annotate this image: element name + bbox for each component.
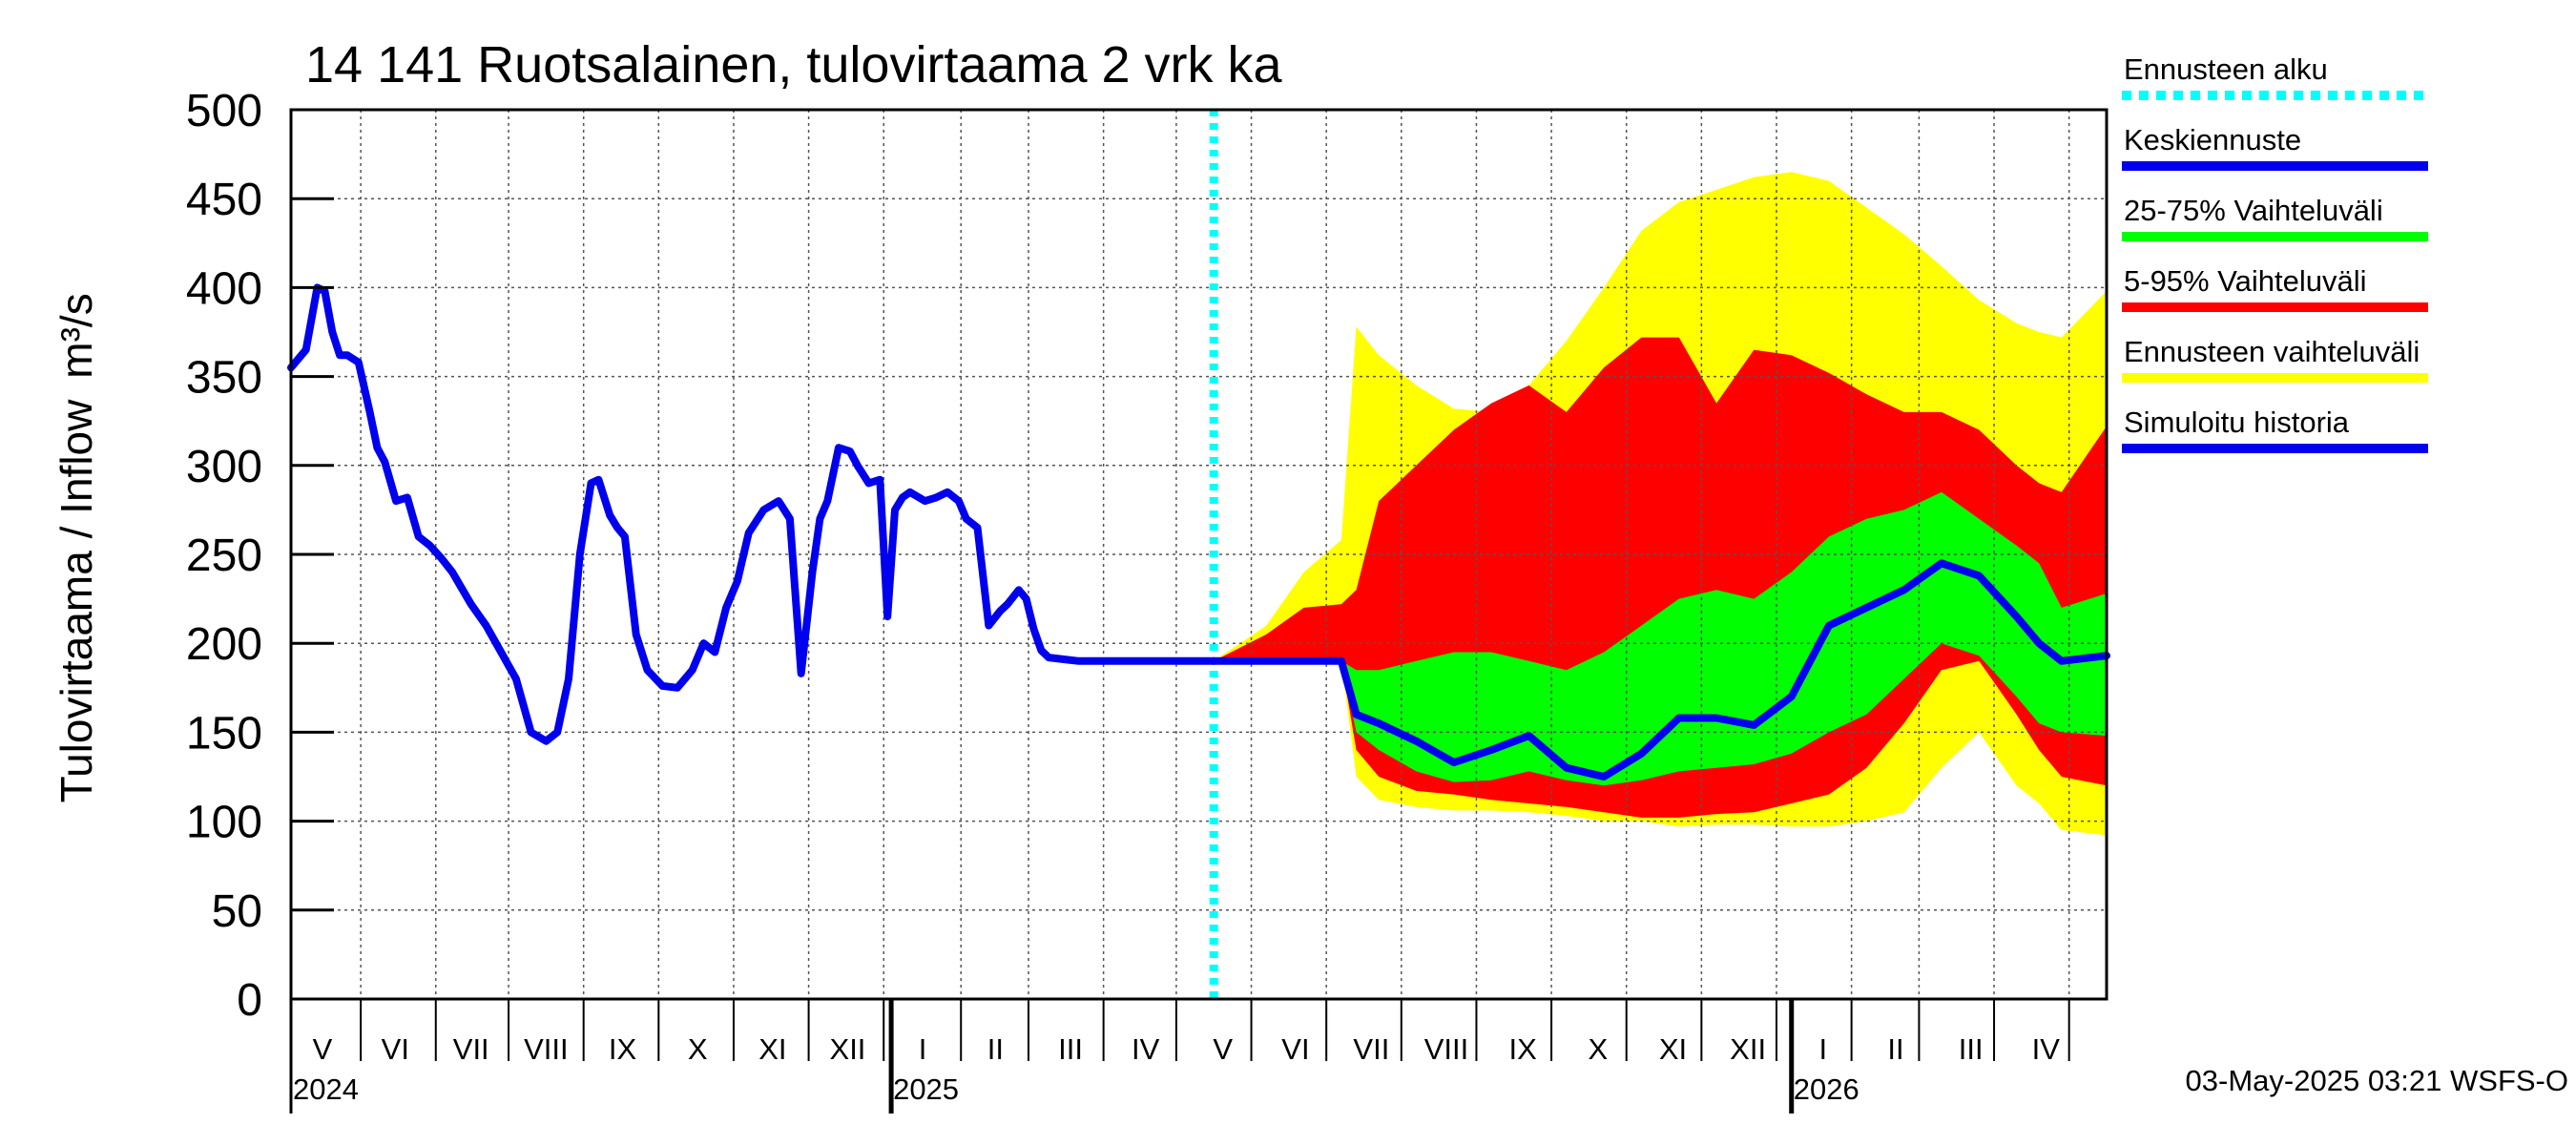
y-tick-label: 450 xyxy=(186,175,262,225)
timestamp-footer: 03-May-2025 03:21 WSFS-O xyxy=(2186,1064,2568,1097)
month-label: VII xyxy=(453,1032,489,1066)
y-axis-label: Tulovirtaama / Inflow xyxy=(52,399,101,802)
band-25-75 xyxy=(1214,491,2107,786)
axes xyxy=(289,108,2109,1114)
month-label: III xyxy=(1959,1032,1984,1066)
month-label: XI xyxy=(1659,1032,1687,1066)
month-label: XII xyxy=(1730,1032,1766,1066)
year-label: 2024 xyxy=(293,1072,359,1106)
year-label: 2026 xyxy=(1794,1072,1859,1106)
month-label: V xyxy=(313,1032,333,1066)
y-tick-label: 100 xyxy=(186,798,262,848)
month-label: IV xyxy=(2032,1032,2061,1066)
y-tick-label: 0 xyxy=(237,975,262,1026)
month-label: VII xyxy=(1353,1032,1389,1066)
legend-label: Simuloitu historia xyxy=(2124,406,2350,439)
month-label: XII xyxy=(830,1032,866,1066)
month-label: II xyxy=(987,1032,1004,1066)
grid xyxy=(291,109,2107,1000)
month-label: VIII xyxy=(1424,1032,1469,1066)
y-tick-label: 500 xyxy=(186,86,262,136)
y-tick-label: 350 xyxy=(186,353,262,404)
series xyxy=(287,110,2110,999)
month-label: V xyxy=(1213,1032,1233,1066)
y-tick-label: 50 xyxy=(212,886,262,937)
legend-label: 25-75% Vaihteluväli xyxy=(2124,194,2383,227)
month-label: IX xyxy=(609,1032,637,1066)
month-label: VI xyxy=(382,1032,409,1066)
month-label: X xyxy=(1589,1032,1609,1066)
history-line xyxy=(287,283,1218,745)
month-label: III xyxy=(1058,1032,1083,1066)
plot-frame xyxy=(289,108,2109,1001)
year-label: 2025 xyxy=(893,1072,959,1106)
forecast-bands xyxy=(1214,172,2107,836)
y-tick-label: 250 xyxy=(186,531,262,581)
month-label: II xyxy=(1887,1032,1903,1066)
month-label: XI xyxy=(758,1032,786,1066)
y-tick-label: 150 xyxy=(186,708,262,759)
month-label: I xyxy=(1818,1032,1827,1066)
y-axis-unit: m³/s xyxy=(52,293,101,378)
month-label: VI xyxy=(1281,1032,1309,1066)
median-forecast-line xyxy=(1210,559,2110,781)
month-label: IX xyxy=(1509,1032,1538,1066)
month-label: I xyxy=(919,1032,927,1066)
legend-label: Keskiennuste xyxy=(2124,123,2301,156)
y-tick-label: 300 xyxy=(186,442,262,492)
legend-label: 5-95% Vaihteluväli xyxy=(2124,264,2366,298)
y-tick-label: 200 xyxy=(186,619,262,670)
chart-title: 14 141 Ruotsalainen, tulovirtaama 2 vrk … xyxy=(305,36,1283,94)
month-label: X xyxy=(688,1032,708,1066)
month-label: IV xyxy=(1132,1032,1160,1066)
legend: Ennusteen alku Keskiennuste 25-75% Vaihtel… xyxy=(2122,52,2428,453)
legend-label: Ennusteen alku xyxy=(2124,52,2328,86)
y-tick-label: 400 xyxy=(186,263,262,314)
month-label: VIII xyxy=(524,1032,569,1066)
legend-label: Ennusteen vaihteluväli xyxy=(2124,335,2420,368)
